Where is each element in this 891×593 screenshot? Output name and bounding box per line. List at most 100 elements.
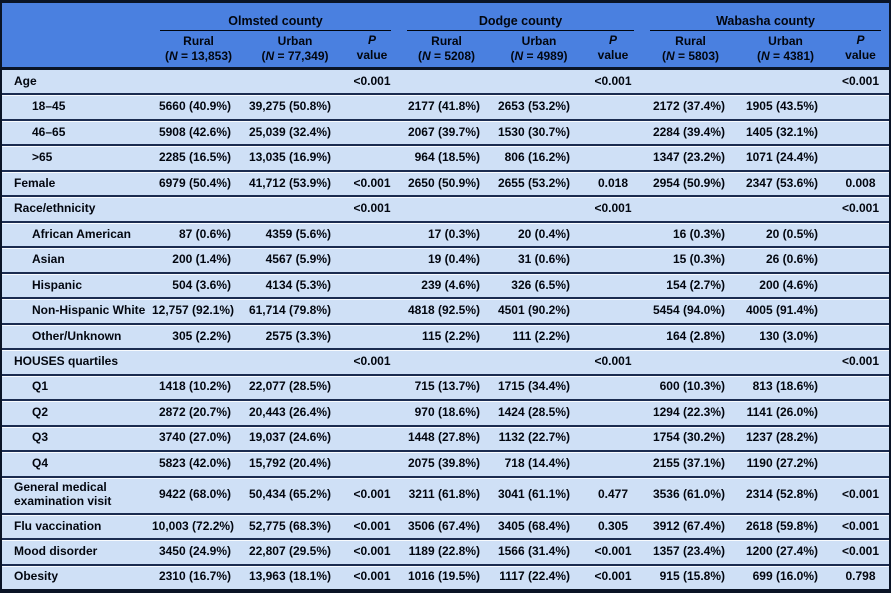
count-cell: 1347 (23.2%) bbox=[652, 150, 725, 165]
county-header-row: Olmsted county Dodge county Wabasha coun… bbox=[2, 3, 889, 31]
table-row: Obesity 2310 (16.7%) 13,963 (18.1%) <0.001 1… bbox=[2, 563, 889, 590]
table-row: Race/ethnicity <0.001 <0.001 <0.001 bbox=[2, 195, 889, 221]
wabasha-rural-header: Rural (N = 5803) bbox=[642, 31, 739, 67]
p-value-cell: <0.001 bbox=[841, 353, 880, 368]
count-cell: 9422 (68.0%) bbox=[158, 487, 231, 502]
p-value-cell: 0.798 bbox=[845, 569, 876, 584]
p-value-cell: <0.001 bbox=[841, 518, 880, 533]
row-label: General medical examination visit bbox=[14, 480, 112, 509]
count-cell: 1418 (10.2%) bbox=[158, 379, 231, 394]
p-value-cell: <0.001 bbox=[594, 353, 632, 368]
count-cell: 2954 (50.9%) bbox=[652, 175, 725, 190]
p-value-cell: <0.001 bbox=[353, 353, 391, 368]
count-cell: 6979 (50.4%) bbox=[158, 175, 231, 190]
p-value-cell: 0.008 bbox=[845, 175, 876, 190]
count-cell: 200 (1.4%) bbox=[172, 252, 231, 267]
count-cell: 2347 (53.6%) bbox=[745, 175, 818, 190]
olmsted-pvalue-header: P value bbox=[356, 33, 388, 62]
table-row: Mood disorder 3450 (24.9%) 22,807 (29.5%) <… bbox=[2, 538, 889, 564]
count-cell: 15 (0.3%) bbox=[672, 252, 725, 267]
p-value-cell: <0.001 bbox=[841, 487, 880, 502]
table-row: Flu vaccination 10,003 (72.2%) 52,775 (68.… bbox=[2, 512, 889, 539]
count-cell: 1132 (22.7%) bbox=[498, 430, 570, 445]
count-cell: 164 (2.8%) bbox=[666, 328, 725, 343]
count-cell: 2655 (53.2%) bbox=[497, 175, 570, 190]
count-cell: 2284 (39.4%) bbox=[652, 124, 725, 139]
count-cell: 305 (2.2%) bbox=[172, 328, 231, 343]
count-cell: 20 (0.4%) bbox=[517, 226, 570, 241]
count-cell: 87 (0.6%) bbox=[178, 226, 231, 241]
row-label: HOUSES quartiles bbox=[14, 353, 119, 368]
count-cell: 1117 (22.4%) bbox=[499, 569, 570, 584]
count-cell: 12,757 (92.1%) bbox=[152, 303, 235, 318]
dodge-urban-header: Urban (N = 4989) bbox=[494, 31, 584, 67]
count-cell: 813 (18.6%) bbox=[752, 379, 818, 394]
count-cell: 4134 (5.3%) bbox=[265, 277, 331, 292]
wabasha-urban-header: Urban (N = 4381) bbox=[739, 31, 832, 67]
rural-label: Rural bbox=[675, 34, 706, 49]
count-cell: 22,807 (29.5%) bbox=[248, 543, 331, 558]
count-cell: 26 (0.6%) bbox=[765, 252, 818, 267]
p-value-cell: <0.001 bbox=[353, 175, 391, 190]
p-value-cell: <0.001 bbox=[353, 487, 391, 502]
row-label: >65 bbox=[32, 150, 53, 165]
table-row: 18–45 5660 (40.9%) 39,275 (50.8%) 2177 (41.… bbox=[2, 93, 889, 119]
table-row: Q4 5823 (42.0%) 15,792 (20.4%) 2075 (39.8%)… bbox=[2, 450, 889, 476]
row-label: Asian bbox=[32, 252, 65, 267]
table-row: Other/Unknown 305 (2.2%) 2575 (3.3%) 115 (2… bbox=[2, 322, 889, 349]
count-cell: 3450 (24.9%) bbox=[158, 543, 231, 558]
p-value-cell: <0.001 bbox=[353, 518, 391, 533]
count-cell: 13,035 (16.9%) bbox=[248, 150, 331, 165]
rural-n: (N = 13,853) bbox=[164, 48, 233, 63]
count-cell: 19 (0.4%) bbox=[427, 252, 480, 267]
table-row: 46–65 5908 (42.6%) 25,039 (32.4%) 2067 (39.… bbox=[2, 118, 889, 145]
count-cell: 3740 (27.0%) bbox=[158, 430, 231, 445]
p-value-cell: 0.305 bbox=[597, 518, 629, 533]
count-cell: 2653 (53.2%) bbox=[497, 99, 570, 114]
count-cell: 5660 (40.9%) bbox=[158, 99, 231, 114]
row-label: Race/ethnicity bbox=[14, 201, 96, 216]
count-cell: 50,434 (65.2%) bbox=[248, 487, 331, 502]
count-cell: 1071 (24.4%) bbox=[745, 150, 818, 165]
count-cell: 504 (3.6%) bbox=[172, 277, 231, 292]
count-cell: 806 (16.2%) bbox=[504, 150, 570, 165]
table-row: Female 6979 (50.4%) 41,712 (53.9%) <0.001 26… bbox=[2, 169, 889, 196]
p-value-cell: <0.001 bbox=[841, 201, 880, 216]
rural-label: Rural bbox=[183, 34, 214, 49]
header-corner bbox=[2, 31, 152, 67]
table-row: Hispanic 504 (3.6%) 4134 (5.3%) 239 (4.6%) 3… bbox=[2, 271, 889, 298]
row-label: Flu vaccination bbox=[14, 518, 102, 533]
count-cell: 1016 (19.5%) bbox=[407, 569, 480, 584]
count-cell: 964 (18.5%) bbox=[414, 150, 480, 165]
row-label: Q3 bbox=[32, 430, 49, 445]
table-row: Q3 3740 (27.0%) 19,037 (24.6%) 1448 (27.8%)… bbox=[2, 424, 889, 451]
count-cell: 5454 (94.0%) bbox=[652, 303, 725, 318]
row-label: Age bbox=[14, 73, 37, 88]
row-label: Hispanic bbox=[32, 277, 83, 292]
olmsted-rural-header: Rural (N = 13,853) bbox=[152, 31, 245, 67]
count-cell: 2155 (37.1%) bbox=[652, 455, 725, 470]
count-cell: 326 (6.5%) bbox=[511, 277, 570, 292]
p-value-cell: <0.001 bbox=[841, 73, 880, 88]
table-row: African American 87 (0.6%) 4359 (5.6%) 17 (… bbox=[2, 220, 889, 247]
count-cell: 13,963 (18.1%) bbox=[248, 569, 331, 584]
count-cell: 20 (0.5%) bbox=[765, 226, 818, 241]
p-value-cell: <0.001 bbox=[353, 201, 391, 216]
p-value-cell: 0.477 bbox=[597, 487, 629, 502]
row-label: Q4 bbox=[32, 455, 49, 470]
count-cell: 2075 (39.8%) bbox=[407, 455, 480, 470]
p-value-cell: 0.018 bbox=[597, 175, 629, 190]
count-cell: 3506 (67.4%) bbox=[407, 518, 480, 533]
county-header-wabasha: Wabasha county bbox=[650, 3, 881, 31]
urban-n: (N = 77,349) bbox=[261, 48, 329, 63]
table-body: Age <0.001 <0.001 <0.001 18–45 5660 (40.9%) 39… bbox=[2, 70, 889, 590]
row-label: Q1 bbox=[32, 379, 49, 394]
dodge-rural-header: Rural (N = 5208) bbox=[399, 31, 494, 67]
count-cell: 39,275 (50.8%) bbox=[248, 99, 331, 114]
count-cell: 1200 (27.4%) bbox=[745, 543, 818, 558]
count-cell: 970 (18.6%) bbox=[414, 404, 480, 419]
count-cell: 3405 (68.4%) bbox=[497, 518, 570, 533]
count-cell: 1424 (28.5%) bbox=[497, 404, 570, 419]
count-cell: 52,775 (68.3%) bbox=[248, 518, 331, 533]
